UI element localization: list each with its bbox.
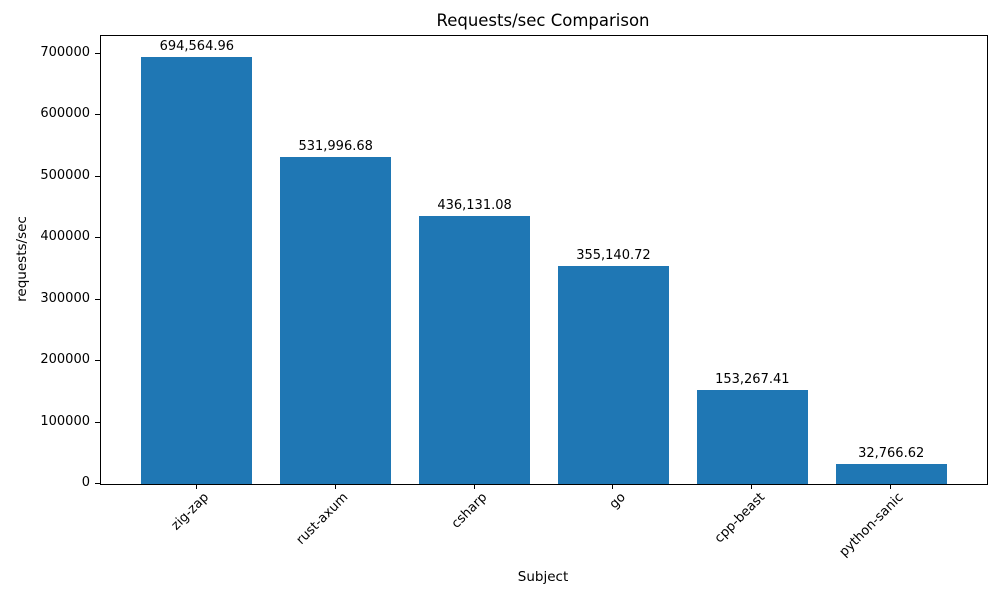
y-tick-label: 700000	[40, 44, 90, 60]
bar-go	[557, 265, 669, 484]
y-tick	[95, 237, 100, 239]
plot-area: 694,564.96 531,996.68 436,131.08 355,140.72…	[100, 35, 988, 485]
chart-title: Requests/sec Comparison	[436, 11, 650, 30]
bar-value-label: 355,140.72	[576, 247, 651, 263]
x-tick	[890, 484, 892, 489]
x-axis-label: Subject	[517, 569, 569, 585]
bar-value-label: 531,996.68	[298, 139, 373, 155]
y-tick	[95, 52, 100, 54]
bar-value-label: 153,267.41	[715, 371, 790, 387]
y-tick-label: 100000	[40, 413, 90, 429]
y-tick-label: 400000	[40, 229, 90, 245]
y-tick	[95, 298, 100, 300]
x-tick	[612, 484, 614, 489]
bar-value-label: 694,564.96	[159, 39, 235, 55]
x-tick-label-cpp-beast: cpp-beast	[711, 490, 768, 547]
y-tick-label: 300000	[40, 290, 90, 306]
bar-python-sanic	[835, 463, 947, 484]
y-tick	[95, 483, 100, 484]
x-tick	[473, 484, 475, 489]
bar-cpp-beast	[696, 389, 808, 484]
bar-value-label: 436,131.08	[437, 198, 512, 214]
y-tick	[95, 114, 100, 116]
y-tick	[95, 360, 100, 362]
y-tick	[95, 421, 100, 423]
bar-zig-zap	[141, 57, 253, 484]
y-tick-label: 600000	[40, 106, 90, 122]
x-tick	[334, 484, 336, 489]
y-tick-label: 0	[81, 475, 90, 490]
x-tick	[195, 484, 197, 489]
y-tick-label: 500000	[40, 167, 90, 183]
bar-rust-axum	[280, 157, 392, 484]
x-tick-label-zig-zap: zig-zap	[169, 490, 213, 534]
x-tick-label-rust-axum: rust-axum	[293, 490, 352, 548]
y-tick-label: 200000	[40, 352, 90, 368]
x-tick-label-csharp: csharp	[448, 490, 491, 532]
y-tick	[95, 175, 100, 177]
x-tick	[751, 484, 753, 489]
x-tick-label-go: go	[606, 490, 630, 513]
bar-csharp	[419, 216, 531, 484]
x-tick-label-python-sanic: python-sanic	[836, 490, 907, 560]
bar-value-label: 32,766.62	[858, 445, 925, 461]
